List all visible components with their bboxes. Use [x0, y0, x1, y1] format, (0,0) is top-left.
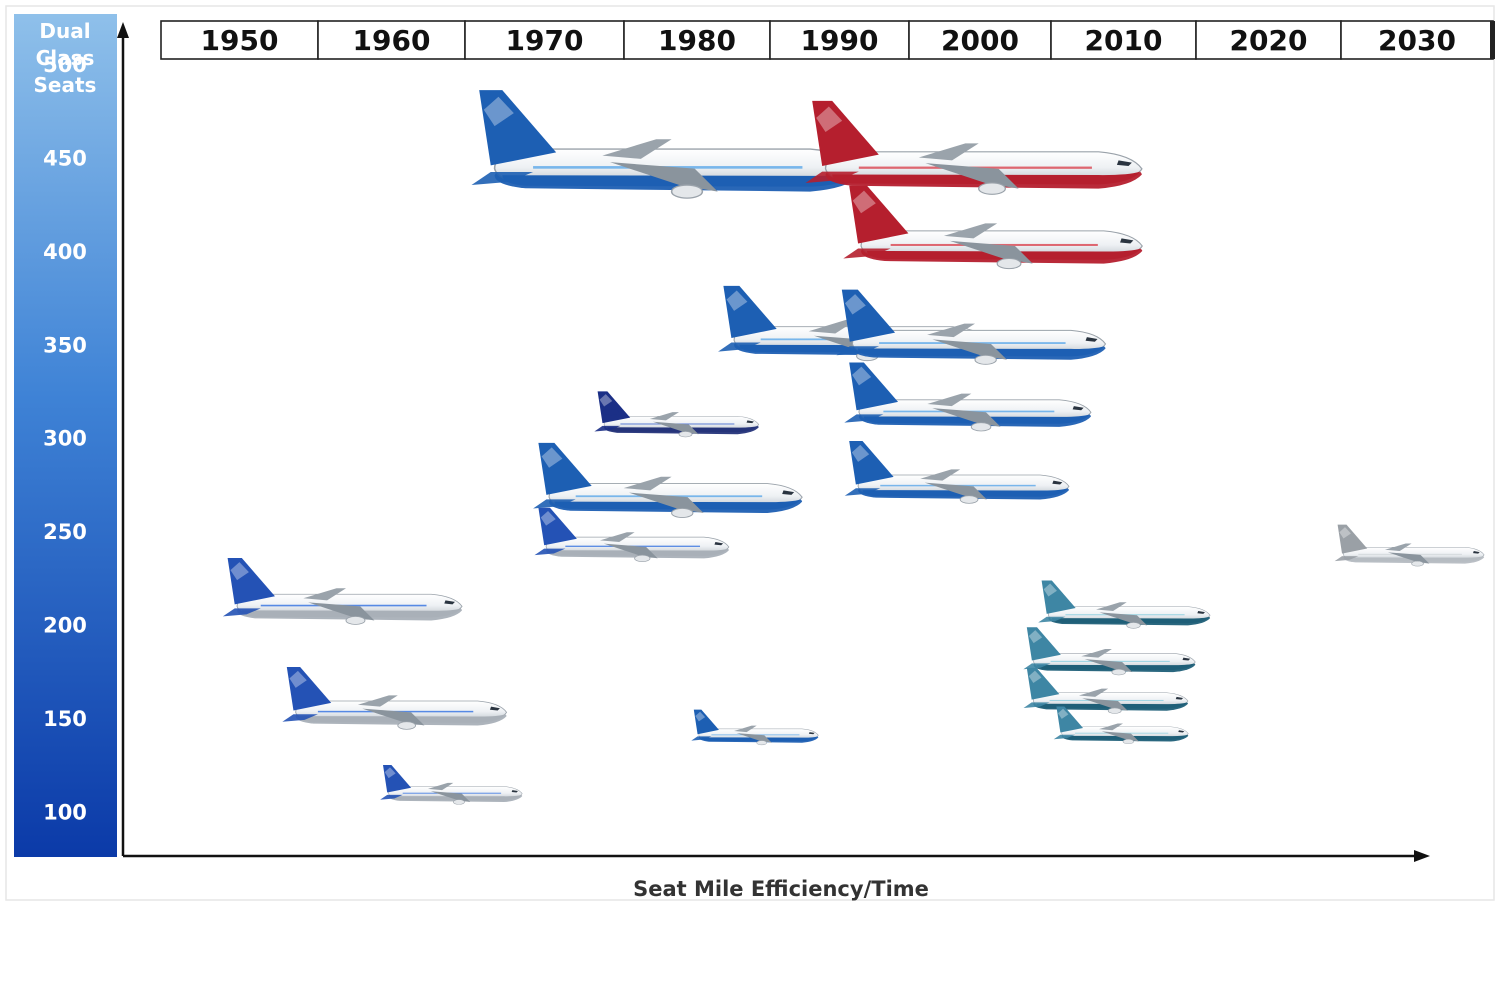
y-tick-label: 500 [43, 53, 87, 77]
x-axis-label: Seat Mile Efficiency/Time [633, 877, 929, 901]
decade-cell [1195, 20, 1342, 60]
decade-label: 2010 [1085, 24, 1163, 57]
aircraft-mark [805, 100, 1143, 195]
aircraft-mark [471, 90, 862, 199]
y-axis-ticks: 500 450 400 350 300 250 200 150 100 [43, 53, 87, 824]
aircraft-mark [533, 442, 803, 518]
decade-label: 1990 [801, 24, 879, 57]
plot-border [5, 5, 1495, 901]
decade-label: 2020 [1230, 24, 1308, 57]
aircraft-mark [1023, 667, 1189, 714]
y-tick-label: 200 [43, 613, 87, 637]
y-tick-label: 400 [43, 240, 87, 264]
x-axis-arrowhead [1414, 850, 1430, 862]
aircraft-mark [1038, 580, 1211, 629]
y-axis-title-line: Dual [39, 19, 90, 43]
aircraft-mark [836, 289, 1107, 365]
decade-cell [908, 20, 1052, 60]
y-tick-label: 300 [43, 427, 87, 451]
decade-label: 1980 [658, 24, 736, 57]
y-axis-arrowhead [117, 22, 129, 38]
aircraft-mark [1023, 627, 1196, 676]
aircraft-mark [843, 185, 1143, 270]
decade-label: 1960 [353, 24, 431, 57]
y-axis-title-line: Class [36, 46, 95, 70]
aircraft-mark [844, 362, 1092, 432]
decade-label: 2030 [1378, 24, 1456, 57]
y-axis-title: Dual Class Seats [34, 19, 97, 97]
decade-header-edge [1490, 21, 1495, 59]
y-axis-bar [14, 14, 117, 857]
aircraft-points [222, 90, 1485, 805]
y-tick-label: 350 [43, 333, 87, 357]
aircraft-mark [222, 558, 463, 625]
decade-label: 1970 [506, 24, 584, 57]
aircraft-mark [534, 507, 730, 562]
decade-label: 1950 [201, 24, 279, 57]
aircraft-mark [691, 709, 819, 746]
decade-cell [1050, 20, 1197, 60]
y-axis-title-line: Seats [34, 73, 97, 97]
y-tick-label: 150 [43, 707, 87, 731]
decade-label: 2000 [941, 24, 1019, 57]
aircraft-mark [282, 667, 508, 730]
aircraft-mark [380, 765, 523, 805]
aircraft-mark [1334, 524, 1485, 567]
decade-header: 1950 1960 1970 1980 1990 2000 2010 2020 2030 [160, 20, 1495, 60]
y-tick-label: 450 [43, 146, 87, 170]
aircraft-mark [844, 441, 1070, 504]
y-tick-label: 100 [43, 800, 87, 824]
y-tick-label: 250 [43, 520, 87, 544]
aircraft-mark [594, 391, 760, 438]
aircraft-mark [1053, 706, 1189, 745]
